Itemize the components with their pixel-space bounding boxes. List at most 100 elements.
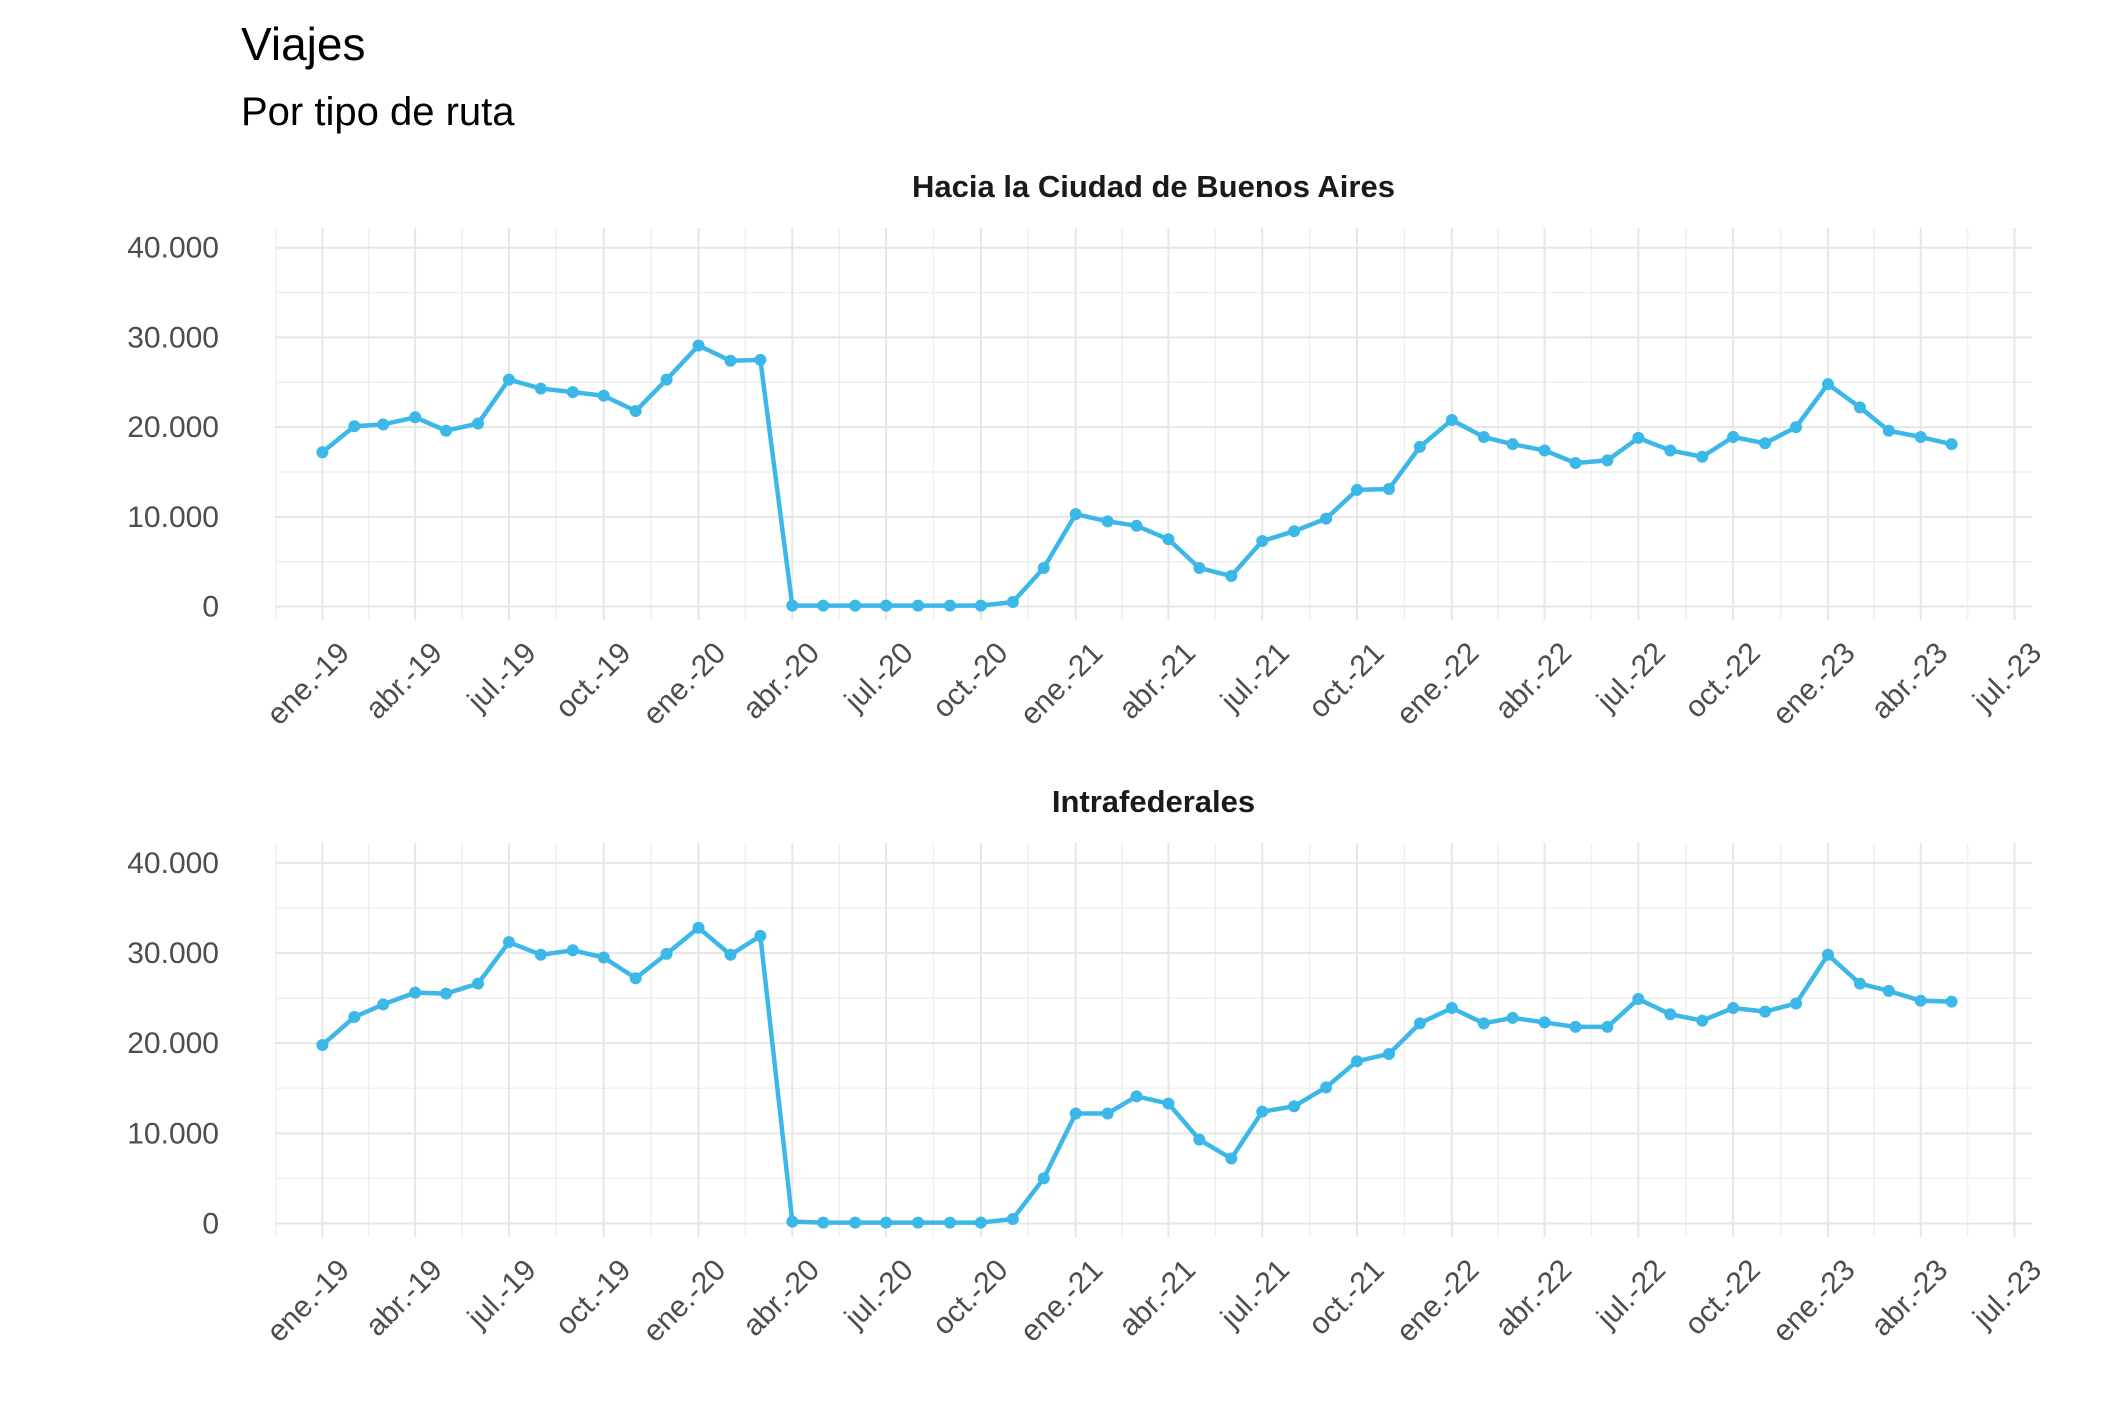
data-point: [849, 1216, 862, 1229]
data-point: [754, 353, 767, 366]
data-point: [409, 411, 422, 424]
data-point: [1256, 1105, 1269, 1118]
data-point: [1759, 1005, 1772, 1018]
data-point: [348, 420, 361, 433]
x-tick-label: abr.-23: [1865, 1253, 1954, 1342]
x-tick-label: jul.-22: [1590, 636, 1672, 718]
x-tick-label: oct.-19: [549, 636, 637, 724]
data-point: [409, 986, 422, 999]
data-line: [320, 343, 1953, 608]
data-point: [534, 948, 547, 961]
data-point: [786, 599, 799, 612]
data-point: [1664, 444, 1677, 457]
data-point: [597, 951, 610, 964]
x-tick-label: oct.-20: [926, 1253, 1014, 1341]
x-tick-label: jul.-19: [461, 1253, 543, 1335]
y-tick-label: 40.000: [127, 847, 219, 880]
y-tick-label: 0: [202, 1207, 219, 1240]
data-point: [377, 998, 390, 1011]
data-point: [1320, 512, 1333, 525]
x-tick-label: abr.-22: [1489, 1253, 1578, 1342]
data-point: [1445, 1001, 1458, 1014]
data-point: [440, 424, 453, 437]
x-tick-label: abr.-23: [1865, 636, 1954, 725]
data-point: [1853, 977, 1866, 990]
x-tick-label: jul.-23: [1966, 636, 2048, 718]
data-point: [943, 599, 956, 612]
data-point: [377, 418, 390, 431]
data-point: [1037, 561, 1050, 574]
data-point: [1101, 1107, 1114, 1120]
data-point: [1288, 525, 1301, 538]
data-point: [316, 446, 329, 459]
data-point: [1320, 1081, 1333, 1094]
x-tick-label: jul.-21: [1214, 636, 1296, 718]
data-point: [849, 599, 862, 612]
data-point: [1945, 995, 1958, 1008]
data-point: [1130, 1090, 1143, 1103]
x-tick-label: ene.-23: [1766, 1253, 1861, 1348]
data-point: [943, 1216, 956, 1229]
data-point: [1538, 444, 1551, 457]
data-point: [1225, 1152, 1238, 1165]
x-tick-label: ene.-22: [1390, 636, 1485, 731]
data-point: [1162, 533, 1175, 546]
data-point: [440, 987, 453, 1000]
x-tick-label: jul.-20: [838, 636, 920, 718]
data-point: [1882, 424, 1895, 437]
data-point: [692, 921, 705, 934]
data-point: [348, 1011, 361, 1024]
data-point: [566, 944, 579, 957]
data-point: [1193, 561, 1206, 574]
data-point: [1821, 378, 1834, 391]
data-point: [1069, 508, 1082, 521]
y-tick-label: 10.000: [127, 501, 219, 534]
data-point: [974, 1216, 987, 1229]
data-point: [1037, 1172, 1050, 1185]
data-point: [1601, 454, 1614, 467]
x-tick-label: ene.-23: [1766, 636, 1861, 731]
data-point: [1382, 1047, 1395, 1060]
data-point: [1351, 1055, 1364, 1068]
data-point: [880, 599, 893, 612]
x-tick-label: ene.-19: [261, 636, 356, 731]
data-point: [1945, 438, 1958, 451]
y-tick-label: 40.000: [127, 232, 219, 265]
x-tick-label: ene.-19: [261, 1253, 356, 1348]
data-point: [1130, 519, 1143, 532]
data-point: [692, 339, 705, 352]
x-tick-label: oct.-20: [926, 636, 1014, 724]
data-point: [316, 1038, 329, 1051]
data-point: [1382, 483, 1395, 496]
panel-title: Intrafederales: [1052, 784, 1255, 819]
x-tick-label: ene.-20: [637, 636, 732, 731]
x-tick-label: jul.-22: [1590, 1253, 1672, 1335]
data-point: [502, 936, 515, 949]
data-point: [1914, 431, 1927, 444]
data-point: [1569, 1020, 1582, 1033]
x-tick-label: oct.-21: [1302, 1253, 1390, 1341]
data-point: [597, 389, 610, 402]
data-point: [1632, 431, 1645, 444]
data-point: [1256, 535, 1269, 548]
data-point: [472, 977, 485, 990]
x-tick-label: oct.-21: [1302, 636, 1390, 724]
x-tick-label: abr.-21: [1113, 636, 1202, 725]
data-point: [912, 599, 925, 612]
data-point: [1101, 515, 1114, 528]
data-point: [1632, 992, 1645, 1005]
x-tick-label: oct.-22: [1679, 636, 1767, 724]
x-tick-label: oct.-19: [549, 1253, 637, 1341]
data-point: [1477, 431, 1490, 444]
data-point: [1506, 438, 1519, 451]
data-point: [1821, 948, 1834, 961]
data-point: [1193, 1133, 1206, 1146]
data-point: [1069, 1107, 1082, 1120]
data-point: [724, 948, 737, 961]
data-point: [912, 1216, 925, 1229]
data-point: [1162, 1097, 1175, 1110]
data-point: [754, 929, 767, 942]
x-tick-label: ene.-21: [1014, 1253, 1109, 1348]
x-tick-label: abr.-20: [737, 636, 826, 725]
